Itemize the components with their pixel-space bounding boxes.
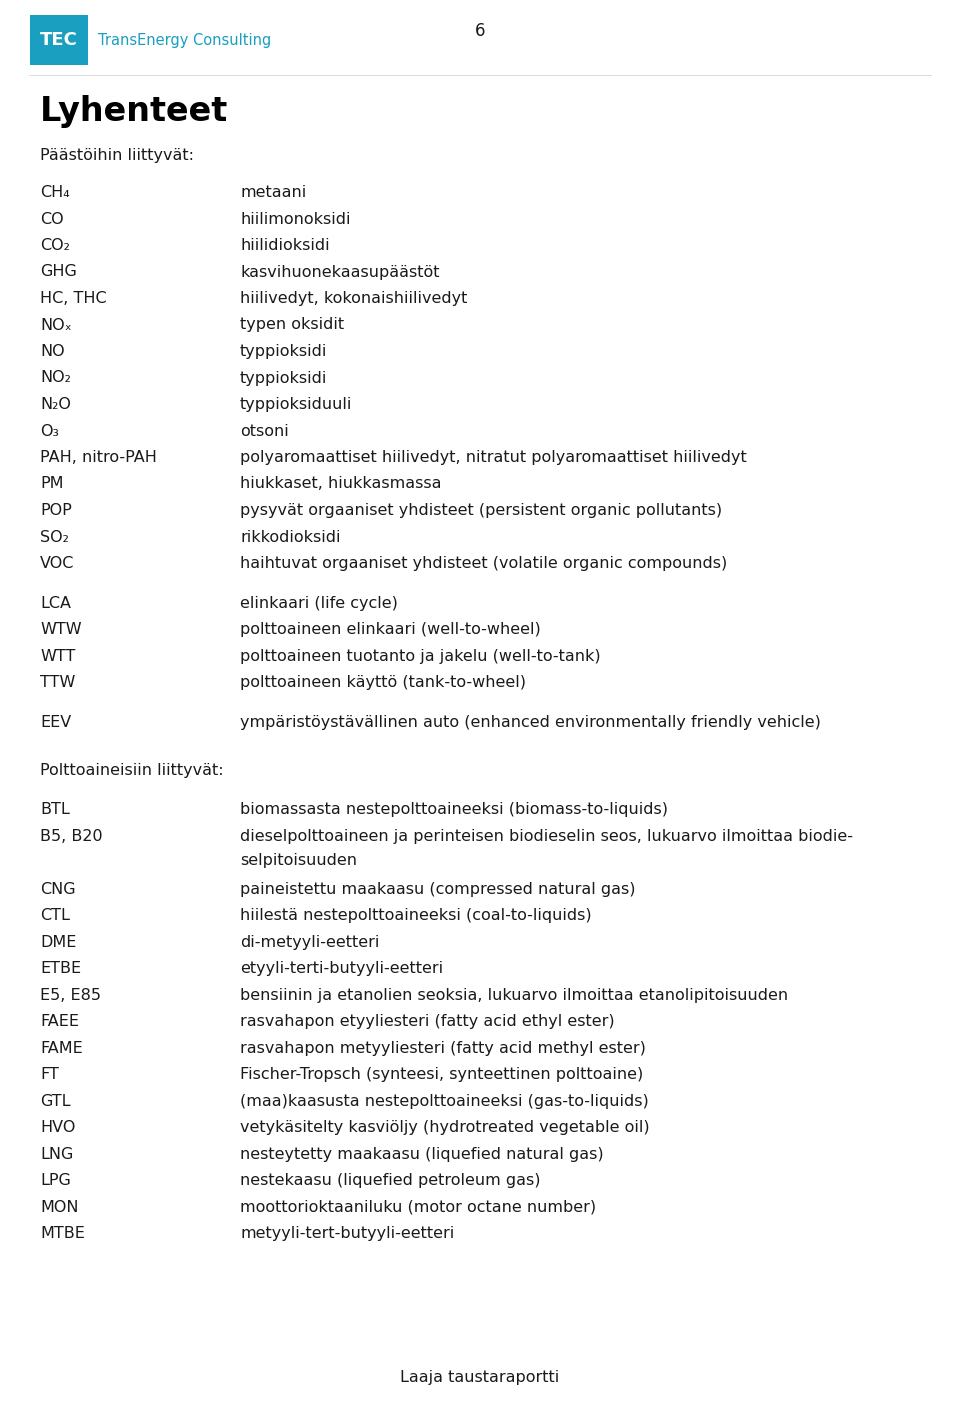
Text: TransEnergy Consulting: TransEnergy Consulting bbox=[98, 32, 272, 48]
Text: GHG: GHG bbox=[40, 265, 77, 280]
Text: DME: DME bbox=[40, 935, 77, 950]
Text: MTBE: MTBE bbox=[40, 1226, 84, 1242]
Text: rasvahapon metyyliesteri (fatty acid methyl ester): rasvahapon metyyliesteri (fatty acid met… bbox=[240, 1041, 646, 1056]
Text: etyyli-terti-butyyli-eetteri: etyyli-terti-butyyli-eetteri bbox=[240, 962, 444, 977]
Text: TEC: TEC bbox=[40, 31, 78, 49]
Text: E5, E85: E5, E85 bbox=[40, 988, 101, 1002]
Text: hiilimonoksidi: hiilimonoksidi bbox=[240, 211, 350, 227]
Text: haihtuvat orgaaniset yhdisteet (volatile organic compounds): haihtuvat orgaaniset yhdisteet (volatile… bbox=[240, 556, 728, 572]
Text: POP: POP bbox=[40, 503, 72, 518]
Text: WTT: WTT bbox=[40, 649, 76, 663]
Text: HC, THC: HC, THC bbox=[40, 291, 107, 306]
Text: ETBE: ETBE bbox=[40, 962, 82, 977]
Text: (maa)kaasusta nestepolttoaineeksi (gas-to-liquids): (maa)kaasusta nestepolttoaineeksi (gas-t… bbox=[240, 1094, 649, 1110]
Text: EEV: EEV bbox=[40, 715, 71, 729]
Text: hiilestä nestepolttoaineeksi (coal-to-liquids): hiilestä nestepolttoaineeksi (coal-to-li… bbox=[240, 908, 591, 924]
Text: polttoaineen elinkaari (well-to-wheel): polttoaineen elinkaari (well-to-wheel) bbox=[240, 622, 540, 638]
Text: BTL: BTL bbox=[40, 803, 70, 818]
Text: otsoni: otsoni bbox=[240, 424, 289, 438]
Text: di-metyyli-eetteri: di-metyyli-eetteri bbox=[240, 935, 379, 950]
FancyBboxPatch shape bbox=[30, 15, 88, 65]
Text: nestekaasu (liquefied petroleum gas): nestekaasu (liquefied petroleum gas) bbox=[240, 1173, 540, 1188]
Text: LPG: LPG bbox=[40, 1173, 71, 1188]
Text: CO₂: CO₂ bbox=[40, 238, 70, 253]
Text: O₃: O₃ bbox=[40, 424, 59, 438]
Text: LCA: LCA bbox=[40, 596, 71, 611]
Text: hiilidioksidi: hiilidioksidi bbox=[240, 238, 329, 253]
Text: Päästöihin liittyvät:: Päästöihin liittyvät: bbox=[40, 148, 194, 163]
Text: NO: NO bbox=[40, 344, 64, 359]
Text: paineistettu maakaasu (compressed natural gas): paineistettu maakaasu (compressed natura… bbox=[240, 881, 636, 897]
Text: typpioksidi: typpioksidi bbox=[240, 344, 327, 359]
Text: PM: PM bbox=[40, 476, 63, 491]
Text: SO₂: SO₂ bbox=[40, 529, 69, 545]
Text: polttoaineen käyttö (tank-to-wheel): polttoaineen käyttö (tank-to-wheel) bbox=[240, 676, 526, 690]
Text: WTW: WTW bbox=[40, 622, 82, 638]
Text: N₂O: N₂O bbox=[40, 397, 71, 413]
Text: hiilivedyt, kokonaishiilivedyt: hiilivedyt, kokonaishiilivedyt bbox=[240, 291, 468, 306]
Text: LNG: LNG bbox=[40, 1148, 73, 1162]
Text: polyaromaattiset hiilivedyt, nitratut polyaromaattiset hiilivedyt: polyaromaattiset hiilivedyt, nitratut po… bbox=[240, 451, 747, 465]
Text: biomassasta nestepolttoaineeksi (biomass-to-liquids): biomassasta nestepolttoaineeksi (biomass… bbox=[240, 803, 668, 818]
Text: dieselpolttoaineen ja perinteisen biodieselin seos, lukuarvo ilmoittaa biodie-: dieselpolttoaineen ja perinteisen biodie… bbox=[240, 829, 853, 843]
Text: CTL: CTL bbox=[40, 908, 70, 924]
Text: selpitoisuuden: selpitoisuuden bbox=[240, 853, 357, 867]
Text: ympäristöystävällinen auto (enhanced environmentally friendly vehicle): ympäristöystävällinen auto (enhanced env… bbox=[240, 715, 821, 729]
Text: CO: CO bbox=[40, 211, 63, 227]
Text: rasvahapon etyyliesteri (fatty acid ethyl ester): rasvahapon etyyliesteri (fatty acid ethy… bbox=[240, 1014, 614, 1029]
Text: B5, B20: B5, B20 bbox=[40, 829, 103, 843]
Text: Polttoaineisiin liittyvät:: Polttoaineisiin liittyvät: bbox=[40, 763, 224, 777]
Text: Fischer-Tropsch (synteesi, synteettinen polttoaine): Fischer-Tropsch (synteesi, synteettinen … bbox=[240, 1067, 643, 1083]
Text: typpioksidi: typpioksidi bbox=[240, 370, 327, 386]
Text: MON: MON bbox=[40, 1200, 79, 1215]
Text: VOC: VOC bbox=[40, 556, 74, 572]
Text: GTL: GTL bbox=[40, 1094, 70, 1110]
Text: moottorioktaaniluku (motor octane number): moottorioktaaniluku (motor octane number… bbox=[240, 1200, 596, 1215]
Text: 6: 6 bbox=[475, 23, 485, 39]
Text: NOₓ: NOₓ bbox=[40, 317, 72, 332]
Text: Lyhenteet: Lyhenteet bbox=[40, 94, 228, 128]
Text: metyyli-tert-butyyli-eetteri: metyyli-tert-butyyli-eetteri bbox=[240, 1226, 454, 1242]
Text: pysyvät orgaaniset yhdisteet (persistent organic pollutants): pysyvät orgaaniset yhdisteet (persistent… bbox=[240, 503, 722, 518]
Text: FAME: FAME bbox=[40, 1041, 83, 1056]
Text: PAH, nitro-PAH: PAH, nitro-PAH bbox=[40, 451, 156, 465]
Text: NO₂: NO₂ bbox=[40, 370, 71, 386]
Text: elinkaari (life cycle): elinkaari (life cycle) bbox=[240, 596, 397, 611]
Text: polttoaineen tuotanto ja jakelu (well-to-tank): polttoaineen tuotanto ja jakelu (well-to… bbox=[240, 649, 601, 663]
Text: FT: FT bbox=[40, 1067, 59, 1083]
Text: typpioksiduuli: typpioksiduuli bbox=[240, 397, 352, 413]
Text: HVO: HVO bbox=[40, 1121, 76, 1135]
Text: rikkodioksidi: rikkodioksidi bbox=[240, 529, 341, 545]
Text: TTW: TTW bbox=[40, 676, 76, 690]
Text: FAEE: FAEE bbox=[40, 1014, 79, 1029]
Text: nesteytetty maakaasu (liquefied natural gas): nesteytetty maakaasu (liquefied natural … bbox=[240, 1148, 604, 1162]
Text: CH₄: CH₄ bbox=[40, 184, 70, 200]
Text: bensiinin ja etanolien seoksia, lukuarvo ilmoittaa etanolipitoisuuden: bensiinin ja etanolien seoksia, lukuarvo… bbox=[240, 988, 788, 1002]
Text: kasvihuonekaasupäästöt: kasvihuonekaasupäästöt bbox=[240, 265, 440, 280]
Text: CNG: CNG bbox=[40, 881, 76, 897]
Text: Laaja taustaraportti: Laaja taustaraportti bbox=[400, 1370, 560, 1385]
Text: typen oksidit: typen oksidit bbox=[240, 317, 344, 332]
Text: hiukkaset, hiukkasmassa: hiukkaset, hiukkasmassa bbox=[240, 476, 442, 491]
Text: vetykäsitelty kasviöljy (hydrotreated vegetable oil): vetykäsitelty kasviöljy (hydrotreated ve… bbox=[240, 1121, 650, 1135]
Text: metaani: metaani bbox=[240, 184, 306, 200]
